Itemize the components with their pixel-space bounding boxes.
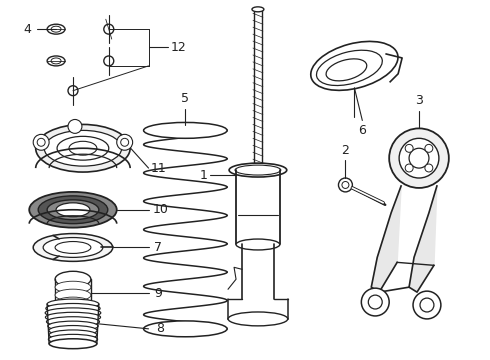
Ellipse shape — [104, 24, 114, 34]
Ellipse shape — [46, 303, 100, 314]
Circle shape — [413, 291, 441, 319]
Ellipse shape — [47, 56, 65, 66]
Ellipse shape — [235, 165, 281, 175]
Ellipse shape — [55, 281, 91, 293]
Ellipse shape — [144, 321, 227, 337]
Ellipse shape — [311, 41, 398, 90]
Circle shape — [399, 138, 439, 178]
Circle shape — [425, 164, 433, 172]
Ellipse shape — [56, 203, 90, 217]
Circle shape — [389, 129, 449, 188]
Ellipse shape — [326, 59, 367, 81]
Circle shape — [121, 138, 129, 146]
Text: 9: 9 — [154, 287, 162, 300]
Text: 3: 3 — [415, 94, 423, 107]
Ellipse shape — [252, 7, 264, 12]
Text: 7: 7 — [154, 241, 163, 254]
Circle shape — [420, 298, 434, 312]
Ellipse shape — [29, 192, 117, 228]
Circle shape — [405, 164, 413, 172]
Circle shape — [368, 295, 382, 309]
Polygon shape — [409, 186, 437, 292]
Circle shape — [409, 148, 429, 168]
Ellipse shape — [48, 321, 98, 331]
Ellipse shape — [55, 297, 91, 309]
Ellipse shape — [236, 239, 280, 250]
Circle shape — [37, 138, 45, 146]
Ellipse shape — [55, 289, 91, 301]
Ellipse shape — [317, 50, 382, 86]
Text: 6: 6 — [358, 124, 366, 137]
Ellipse shape — [104, 56, 114, 66]
Ellipse shape — [38, 196, 108, 224]
Ellipse shape — [47, 299, 99, 309]
Ellipse shape — [49, 330, 97, 340]
Text: 5: 5 — [181, 92, 189, 105]
Ellipse shape — [44, 130, 122, 166]
Circle shape — [117, 134, 133, 150]
Circle shape — [342, 181, 349, 188]
Text: 12: 12 — [171, 41, 186, 54]
Ellipse shape — [36, 125, 130, 172]
Text: 8: 8 — [156, 322, 165, 336]
Ellipse shape — [51, 58, 61, 64]
Ellipse shape — [49, 325, 97, 336]
Ellipse shape — [144, 122, 227, 138]
Ellipse shape — [49, 339, 97, 349]
Circle shape — [339, 178, 352, 192]
Polygon shape — [371, 186, 401, 292]
Ellipse shape — [45, 308, 101, 318]
Circle shape — [405, 144, 413, 152]
Text: 11: 11 — [150, 162, 167, 175]
Circle shape — [361, 288, 389, 316]
Ellipse shape — [229, 163, 287, 177]
Text: 2: 2 — [342, 144, 349, 157]
Circle shape — [68, 120, 82, 133]
Ellipse shape — [57, 136, 109, 160]
Circle shape — [33, 134, 49, 150]
Text: 1: 1 — [199, 168, 207, 181]
Ellipse shape — [55, 299, 91, 315]
Ellipse shape — [68, 86, 78, 96]
Ellipse shape — [51, 26, 61, 32]
Circle shape — [425, 144, 433, 152]
Ellipse shape — [43, 238, 103, 257]
Ellipse shape — [46, 312, 100, 322]
Ellipse shape — [47, 317, 99, 327]
Ellipse shape — [33, 234, 113, 261]
Text: 4: 4 — [24, 23, 31, 36]
Ellipse shape — [47, 200, 99, 220]
Ellipse shape — [55, 271, 91, 287]
Ellipse shape — [69, 141, 97, 155]
Text: 10: 10 — [152, 203, 169, 216]
Ellipse shape — [55, 242, 91, 253]
Ellipse shape — [49, 334, 98, 344]
Ellipse shape — [228, 312, 288, 326]
Ellipse shape — [47, 24, 65, 34]
